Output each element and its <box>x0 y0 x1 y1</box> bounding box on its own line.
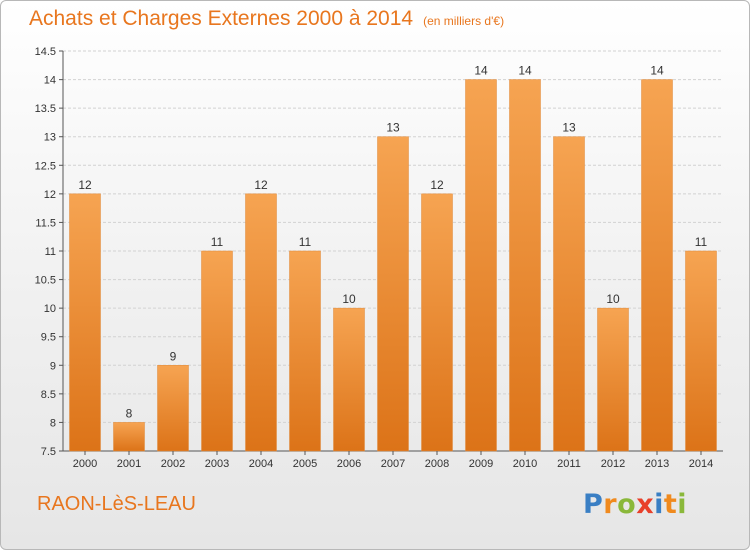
logo-letter: x <box>636 489 655 520</box>
data-label: 14 <box>650 64 664 78</box>
x-tick-label: 2008 <box>425 458 449 470</box>
y-tick-label: 10.5 <box>35 275 56 287</box>
data-label: 14 <box>474 64 488 78</box>
bar <box>685 250 717 452</box>
x-tick-label: 2007 <box>381 458 405 470</box>
bar <box>641 79 673 452</box>
x-tick-label: 2003 <box>205 458 229 470</box>
data-label: 13 <box>562 121 576 135</box>
y-tick-label: 7.5 <box>41 446 56 458</box>
y-tick-label: 11.5 <box>35 217 56 229</box>
x-tick-label: 2006 <box>337 458 361 470</box>
bar <box>201 250 233 452</box>
x-tick-label: 2005 <box>293 458 317 470</box>
x-tick-label: 2001 <box>117 458 141 470</box>
logo-letter: r <box>603 489 618 520</box>
x-tick-label: 2010 <box>513 458 537 470</box>
y-tick-label: 8.5 <box>41 389 56 401</box>
bar <box>597 307 629 452</box>
data-label: 11 <box>211 235 224 249</box>
data-label: 8 <box>126 406 133 420</box>
data-label: 13 <box>386 121 400 135</box>
y-tick-label: 11 <box>45 246 56 258</box>
chart-title-text: Achats et Charges Externes 2000 à 2014 <box>29 7 414 30</box>
data-label: 12 <box>430 178 444 192</box>
logo-letter: P <box>583 489 604 520</box>
y-tick-label: 12 <box>44 189 56 201</box>
town-name: RAON-LèS-LEAU <box>37 493 196 515</box>
data-label: 12 <box>254 178 268 192</box>
y-tick-label: 13.5 <box>35 103 56 115</box>
data-label: 10 <box>606 292 620 306</box>
bar <box>157 365 189 452</box>
data-label: 12 <box>78 178 92 192</box>
y-tick-label: 13 <box>44 132 56 144</box>
x-tick-label: 2013 <box>645 458 669 470</box>
x-tick-label: 2000 <box>73 458 97 470</box>
proxiti-logo: Proxiti <box>583 489 687 520</box>
bar <box>509 79 541 452</box>
data-label: 11 <box>299 235 312 249</box>
bar <box>333 307 365 452</box>
y-tick-label: 14 <box>44 75 56 87</box>
logo-letter: o <box>617 489 637 520</box>
data-label: 9 <box>170 349 177 363</box>
bar <box>289 250 321 452</box>
chart-title: Achats et Charges Externes 2000 à 2014 (e… <box>29 7 504 31</box>
bar <box>553 136 585 452</box>
y-tick-label: 8 <box>50 417 56 429</box>
y-tick-label: 9.5 <box>41 332 56 344</box>
data-label: 10 <box>342 292 356 306</box>
bar <box>421 193 453 452</box>
data-label: 14 <box>518 64 532 78</box>
x-tick-label: 2014 <box>689 458 713 470</box>
logo-letter: t <box>663 489 678 520</box>
y-tick-label: 14.5 <box>35 46 56 58</box>
y-tick-label: 9 <box>50 360 56 372</box>
logo-letter: i <box>654 489 664 520</box>
bar <box>377 136 409 452</box>
data-label: 11 <box>695 235 708 249</box>
logo-letter: i <box>677 489 688 520</box>
bar <box>465 79 497 452</box>
x-tick-label: 2004 <box>249 458 273 470</box>
bar <box>69 193 101 452</box>
chart-unit: (en milliers d'€) <box>423 14 505 28</box>
y-tick-label: 10 <box>44 303 56 315</box>
x-tick-label: 2002 <box>161 458 185 470</box>
x-tick-label: 2012 <box>601 458 625 470</box>
bar <box>113 422 145 452</box>
x-tick-label: 2011 <box>557 458 581 470</box>
bar <box>245 193 277 452</box>
x-tick-label: 2009 <box>469 458 493 470</box>
y-tick-label: 12.5 <box>35 160 56 172</box>
